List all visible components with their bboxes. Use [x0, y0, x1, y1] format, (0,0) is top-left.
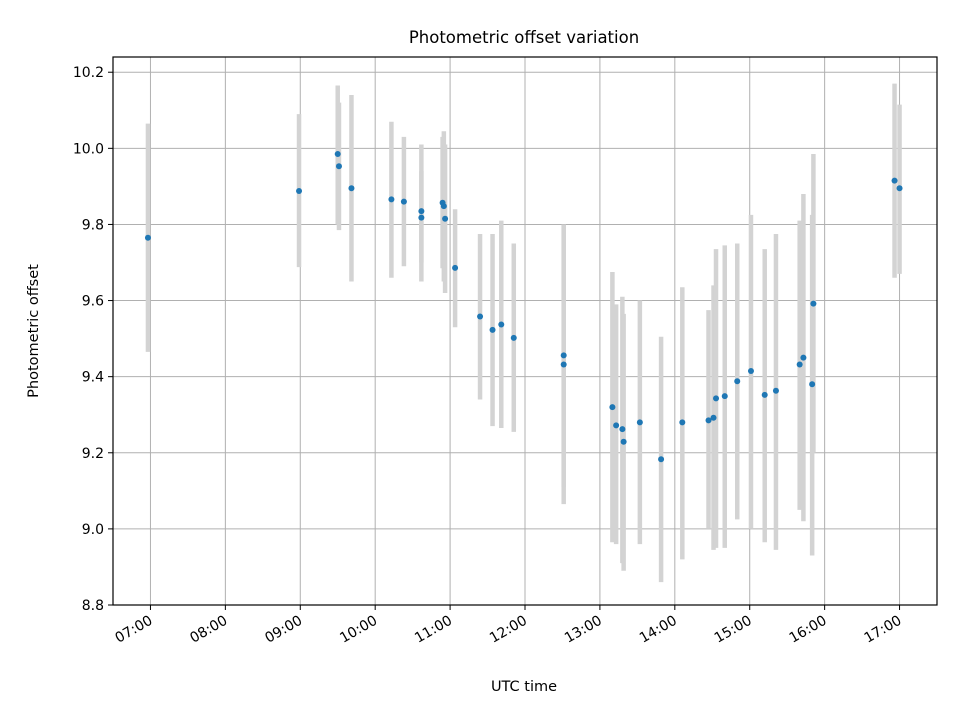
data-points: [144, 151, 903, 463]
data-point: [418, 208, 425, 215]
y-axis-label: Photometric offset: [26, 264, 42, 398]
chart-title: Photometric offset variation: [409, 28, 639, 47]
data-point: [747, 367, 754, 374]
data-point: [560, 352, 567, 359]
data-point: [721, 393, 728, 400]
data-point: [452, 264, 459, 271]
data-point: [334, 151, 341, 158]
data-point: [510, 334, 517, 341]
data-point: [710, 414, 717, 421]
data-point: [809, 381, 816, 388]
y-tick-label: 9.2: [82, 446, 104, 462]
x-axis-label: UTC time: [491, 679, 557, 695]
y-tick-label: 9.4: [82, 370, 104, 386]
data-point: [440, 203, 447, 210]
data-point: [489, 326, 496, 333]
data-point: [796, 361, 803, 368]
data-point: [418, 214, 425, 221]
data-point: [609, 404, 616, 411]
y-tick-label: 9.6: [82, 294, 104, 310]
y-tick-label: 10.2: [73, 65, 104, 81]
y-axis-ticks: 8.8 9.0 9.2 9.4 9.6 9.8 10.0 10.2: [73, 65, 113, 614]
data-point: [761, 391, 768, 398]
data-point: [896, 185, 903, 192]
data-point: [400, 198, 407, 205]
y-tick-label: 9.8: [82, 217, 104, 233]
data-point: [477, 313, 484, 320]
data-point: [498, 321, 505, 328]
data-point: [296, 187, 303, 194]
data-point: [388, 196, 395, 203]
data-point: [619, 426, 626, 433]
data-point: [658, 456, 665, 463]
data-point: [734, 378, 741, 385]
data-point: [810, 300, 817, 307]
data-point: [713, 395, 720, 402]
data-point: [613, 422, 620, 429]
data-point: [442, 215, 449, 222]
plot-area-frame: [112, 56, 938, 606]
data-point: [636, 419, 643, 426]
data-point: [144, 234, 151, 241]
data-point: [348, 185, 355, 192]
y-tick-label: 8.8: [82, 598, 104, 614]
y-tick-label: 9.0: [82, 522, 104, 538]
data-point: [335, 163, 342, 170]
data-point: [705, 417, 712, 424]
data-point: [560, 361, 567, 368]
data-point: [772, 387, 779, 394]
y-tick-label: 10.0: [73, 141, 104, 157]
data-point: [891, 177, 898, 184]
data-point: [620, 438, 627, 445]
data-point: [679, 419, 686, 426]
data-point: [800, 354, 807, 361]
